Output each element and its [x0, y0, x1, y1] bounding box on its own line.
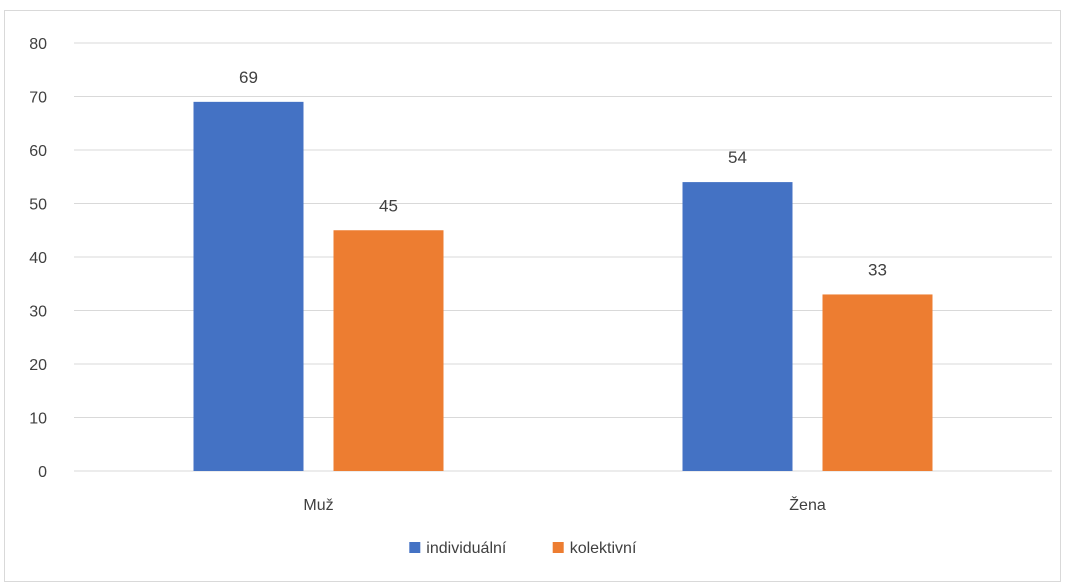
- data-label: 69: [239, 68, 258, 87]
- y-tick-label: 10: [29, 411, 47, 428]
- legend: individuální kolektivní: [409, 540, 637, 557]
- legend-label: individuální: [426, 540, 507, 557]
- y-tick-label: 70: [29, 90, 47, 107]
- legend-label: kolektivní: [570, 540, 637, 557]
- y-tick-label: 50: [29, 197, 47, 214]
- legend-swatch: [552, 542, 564, 553]
- y-axis-tick-labels: 0 10 20 30 40 50 60 70 80: [29, 36, 47, 481]
- bar-kolektivní-Muž: [333, 230, 444, 471]
- legend-swatch: [409, 542, 421, 553]
- legend-item-kolektivní: kolektivní: [552, 540, 637, 557]
- y-tick-label: 60: [29, 143, 47, 160]
- bar-kolektivní-Žena: [822, 294, 933, 471]
- data-label: 54: [728, 148, 747, 167]
- data-label: 33: [868, 260, 887, 279]
- bar-individuální-Žena: [682, 182, 793, 471]
- y-tick-label: 0: [38, 464, 47, 481]
- x-category-label: Muž: [303, 497, 333, 514]
- y-tick-label: 80: [29, 36, 47, 53]
- data-labels: 69 45 54 33: [239, 68, 887, 280]
- data-label: 45: [379, 196, 398, 215]
- bar-individuální-Muž: [193, 101, 304, 471]
- x-category-label: Žena: [789, 495, 826, 514]
- y-tick-label: 40: [29, 250, 47, 267]
- y-tick-label: 20: [29, 357, 47, 374]
- legend-item-individuální: individuální: [409, 540, 507, 557]
- bars: [193, 101, 933, 471]
- y-tick-label: 30: [29, 304, 47, 321]
- x-axis-category-labels: Muž Žena: [303, 495, 825, 514]
